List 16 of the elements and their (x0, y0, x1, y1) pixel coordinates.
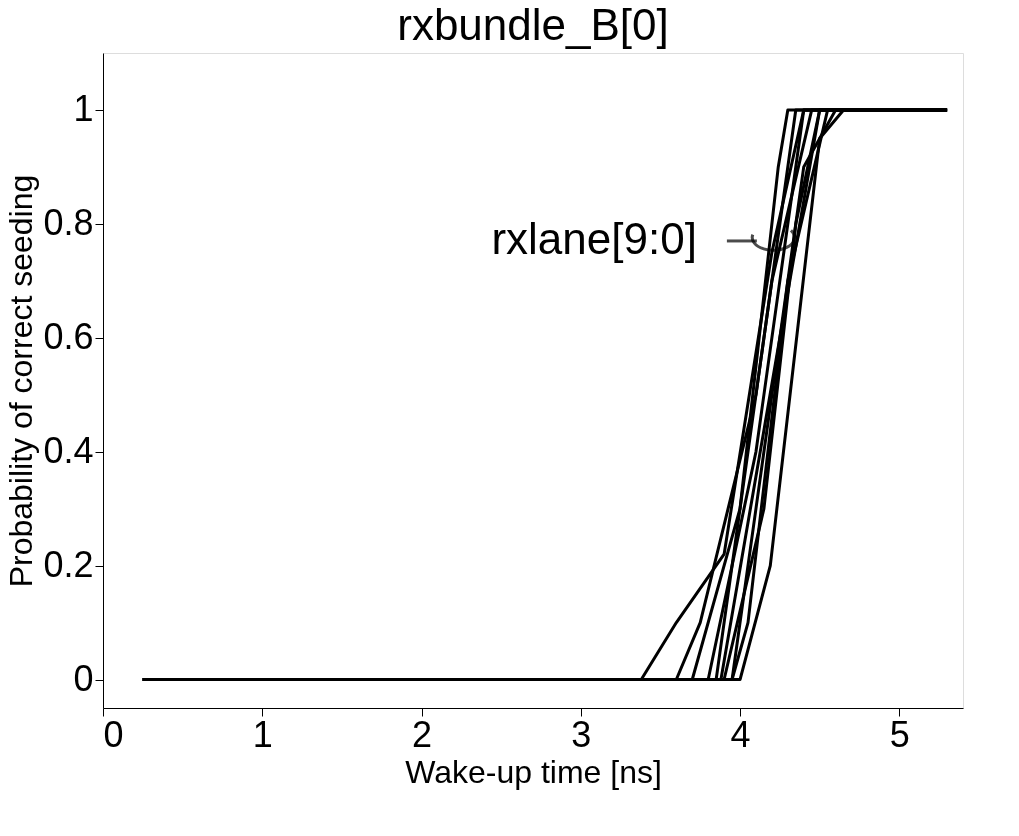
y-tick-label: 0.4 (43, 430, 94, 472)
annotation: rxlane[9:0] (491, 213, 697, 263)
y-tick-label: 0.2 (43, 544, 94, 586)
y-tick-label: 1 (73, 88, 94, 130)
y-tick-label: 0 (73, 658, 94, 700)
y-tick-label: 0.6 (43, 316, 94, 358)
x-tick-label: 4 (730, 713, 751, 755)
x-tick-label: 2 (412, 713, 433, 755)
chart-title: rxbundle_B[0] (397, 0, 669, 49)
x-tick-label: 5 (889, 713, 910, 755)
x-tick-label: 0 (103, 713, 124, 755)
y-tick-label: 0.8 (43, 202, 94, 244)
y-axis-title: Probability of correct seeding (3, 174, 40, 588)
x-axis-title: Wake-up time [ns] (405, 753, 662, 790)
x-tick-label: 1 (252, 713, 273, 755)
x-tick-label: 3 (571, 713, 592, 755)
